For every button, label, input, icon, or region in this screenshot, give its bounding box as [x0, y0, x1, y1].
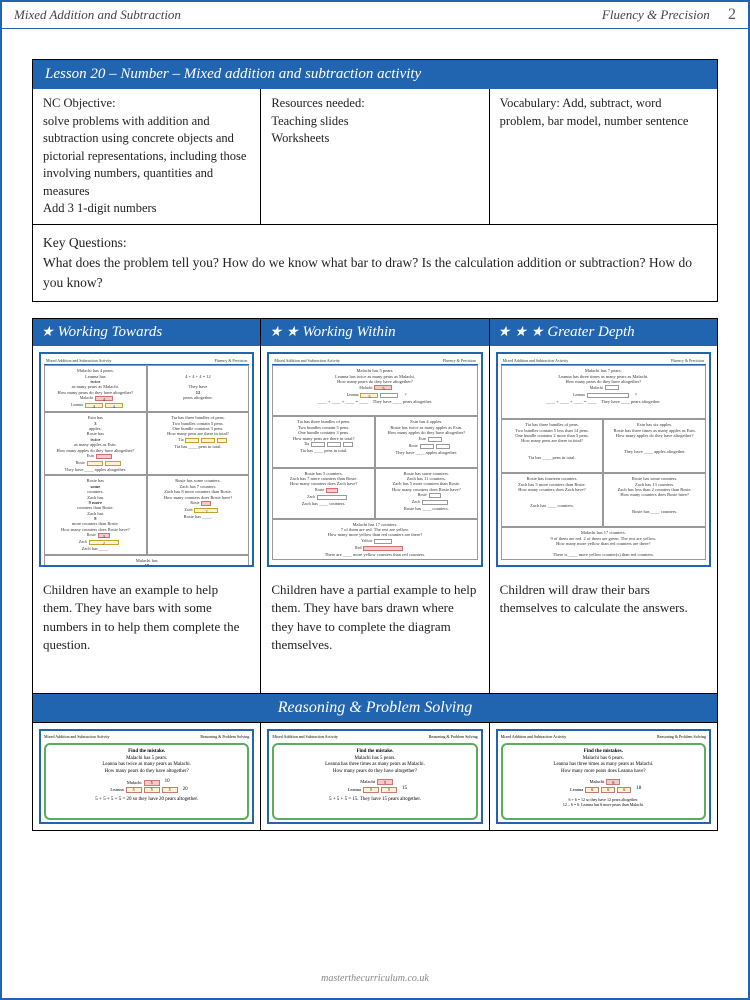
lesson-title: Lesson 20 – Number – Mixed addition and … — [32, 59, 718, 89]
star-icon: ★ — [498, 324, 511, 341]
level-desc-towards: Children have an example to help them. T… — [33, 573, 260, 693]
level-header-depth: ★ ★ ★ Greater Depth — [490, 319, 717, 346]
worksheet-thumb-depth: Mixed Addition and Subtraction ActivityF… — [496, 352, 711, 567]
header-left: Mixed Addition and Subtraction — [14, 7, 181, 23]
star-icon: ★ — [41, 324, 54, 341]
level-desc-within: Children have a partial example to help … — [261, 573, 488, 693]
reasoning-cell-1: Mixed Addition and Subtraction ActivityR… — [33, 723, 261, 830]
reasoning-row: Mixed Addition and Subtraction ActivityR… — [32, 723, 718, 831]
worksheet-thumb-towards: Mixed Addition and Subtraction ActivityF… — [39, 352, 254, 567]
page-header: Mixed Addition and Subtraction Fluency &… — [2, 2, 748, 29]
reasoning-cell-2: Mixed Addition and Subtraction ActivityR… — [261, 723, 489, 830]
key-questions: Key Questions: What does the problem tel… — [32, 225, 718, 303]
levels-row: ★ Working Towards Mixed Addition and Sub… — [32, 318, 718, 694]
reasoning-thumb-1: Mixed Addition and Subtraction ActivityR… — [39, 729, 254, 824]
reasoning-thumb-2: Mixed Addition and Subtraction ActivityR… — [267, 729, 482, 824]
level-greater-depth: ★ ★ ★ Greater Depth Mixed Addition and S… — [490, 319, 717, 693]
reasoning-thumb-3: Mixed Addition and Subtraction ActivityR… — [496, 729, 711, 824]
info-row: NC Objective: solve problems with additi… — [32, 89, 718, 225]
footer-url: masterthecurriculum.co.uk — [32, 969, 718, 988]
page-number: 2 — [728, 6, 736, 23]
level-header-towards: ★ Working Towards — [33, 319, 260, 346]
reasoning-cell-3: Mixed Addition and Subtraction ActivityR… — [490, 723, 717, 830]
star-icon: ★ — [531, 324, 544, 341]
level-working-within: ★ ★ Working Within Mixed Addition and Su… — [261, 319, 489, 693]
level-header-within: ★ ★ Working Within — [261, 319, 488, 346]
nc-objective: NC Objective: solve problems with additi… — [33, 89, 261, 224]
star-icon: ★ — [269, 324, 282, 341]
resources-needed: Resources needed: Teaching slides Worksh… — [261, 89, 489, 224]
header-right: Fluency & Precision — [602, 7, 710, 22]
star-icon: ★ — [514, 324, 527, 341]
reasoning-header: Reasoning & Problem Solving — [32, 694, 718, 723]
level-working-towards: ★ Working Towards Mixed Addition and Sub… — [33, 319, 261, 693]
worksheet-thumb-within: Mixed Addition and Subtraction ActivityF… — [267, 352, 482, 567]
star-icon: ★ — [286, 324, 299, 341]
level-desc-depth: Children will draw their bars themselves… — [490, 573, 717, 693]
vocabulary: Vocabulary: Add, subtract, word problem,… — [490, 89, 717, 224]
